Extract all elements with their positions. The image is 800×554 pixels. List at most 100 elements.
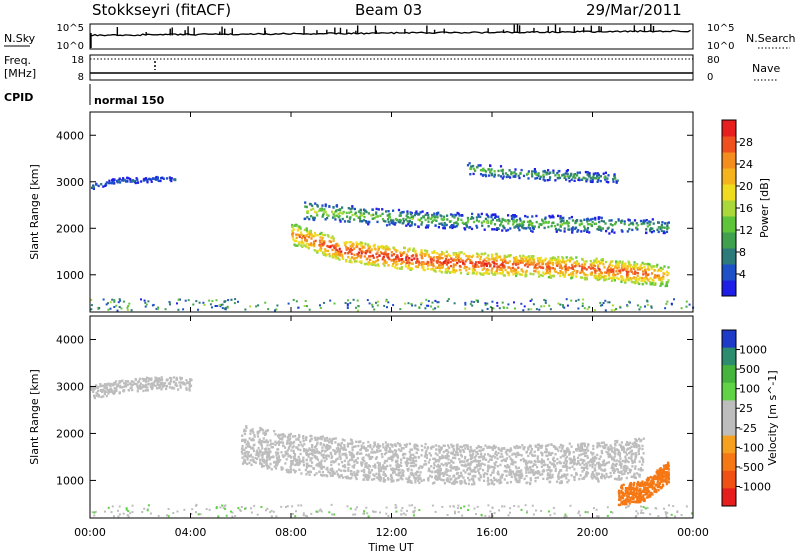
power-cell [604,222,607,225]
velocity-cell [602,445,605,448]
velocity-cell [496,472,499,475]
power-cell [583,265,586,269]
power-cell [320,207,323,210]
power-cell [308,202,312,206]
power-cell [532,303,535,306]
power-cell [580,230,583,233]
velocity-cell [380,469,383,473]
power-cell [406,261,409,264]
velocity-cell [551,463,554,466]
power-cell [426,212,429,215]
velocity-cell [618,489,621,492]
velocity-cell [317,451,320,454]
power-cell [136,181,139,184]
power-cell [575,272,578,275]
velocity-cell [448,446,451,449]
velocity-cell [362,442,365,445]
power-cell [477,265,480,268]
velocity-cell [470,460,473,464]
velocity-cell [638,444,641,448]
velocity-cell [449,459,453,462]
power-cell [377,248,380,252]
power-cell [257,304,260,307]
power-cell [574,221,577,225]
velocity-cell [554,453,557,456]
power-cell [543,259,546,262]
power-cell [475,273,478,276]
velocity-cell [299,440,302,444]
velocity-cell [374,464,377,468]
power-cell [568,180,571,183]
power-cell [331,235,334,238]
power-cell [567,228,570,231]
velocity-cell [397,465,400,469]
velocity-cell [531,471,534,474]
velocity-cell [590,475,593,479]
velocity-cell [315,445,318,448]
velocity-cell [409,453,412,457]
power-cell [488,171,492,174]
velocity-cell [571,465,574,468]
power-cell [625,269,628,272]
velocity-cell [370,451,373,454]
power-cell [500,222,503,225]
power-cell [169,302,171,305]
power-cell [593,309,596,312]
power-cell [543,305,546,308]
velocity-cell [377,466,380,469]
velocity-cell [470,449,473,452]
velocity-cell [635,442,638,445]
velocity-cell [529,477,532,480]
power-cell [479,173,483,176]
velocity-cell [469,445,472,449]
velocity-cell [632,475,636,479]
velocity-cell [395,473,398,476]
power-cell [576,230,579,233]
power-cell [420,223,423,226]
power-cell [647,267,650,271]
velocity-cell [356,457,359,460]
velocity-cell [552,458,555,461]
power-cell [594,272,597,275]
power-cell [615,308,618,310]
power-cell [308,243,311,247]
power-cell [358,247,361,251]
velocity-cell [402,447,405,450]
velocity-cell [380,453,383,456]
velocity-cell [270,468,273,471]
power-cell [458,252,461,255]
power-cell [524,258,528,261]
power-cell [431,251,434,254]
power-cell [395,256,398,259]
velocity-cell [280,451,283,454]
velocity-cell [409,464,412,468]
velocity-cell [338,452,341,455]
power-cell [571,272,575,275]
power-cell [408,220,411,223]
velocity-cell [415,459,418,463]
power-cell [620,229,623,232]
power-cell [502,172,505,175]
velocity-cell [311,461,314,464]
power-cell [662,275,665,278]
power-cell [526,262,529,265]
power-cell [567,267,570,270]
power-cell [495,252,498,256]
power-cell [360,244,363,247]
velocity-cell [434,470,437,474]
power-cell [532,263,535,266]
power-cell [348,250,351,254]
velocity-cell [483,475,486,478]
velocity-cell [333,449,336,453]
power-cell [571,265,574,269]
nave-tick-top: 80 [707,55,720,66]
power-colorbar-tick: 28 [739,136,753,149]
velocity-cell [437,463,440,467]
power-cell [526,265,529,268]
power-cell [230,298,233,301]
velocity-cell [617,448,620,452]
velocity-cell [400,458,403,461]
power-cell [386,306,388,309]
velocity-cell [430,475,433,479]
velocity-cell [362,445,366,448]
